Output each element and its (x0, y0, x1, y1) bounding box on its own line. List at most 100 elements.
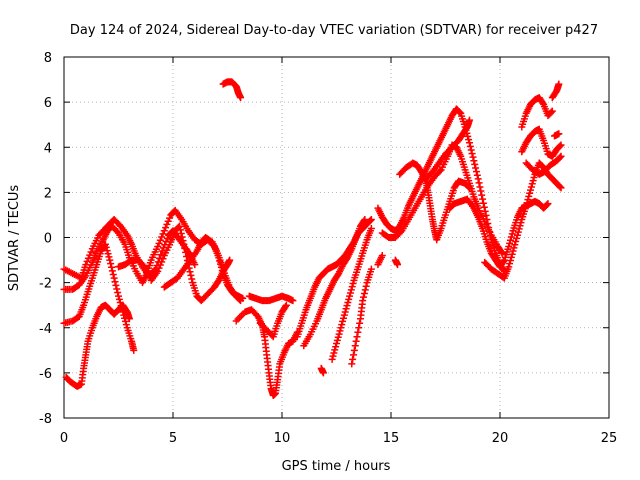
data-point (186, 268, 194, 276)
data-point (523, 199, 531, 207)
y-tick-label: 2 (44, 186, 52, 201)
data-point (154, 243, 162, 251)
y-tick-label: -4 (39, 322, 52, 337)
data-point (345, 295, 353, 303)
data-point (237, 94, 245, 102)
data-point (83, 257, 91, 265)
y-tick-label: 6 (44, 96, 52, 111)
y-tick-label: 8 (44, 51, 52, 66)
data-point (465, 116, 473, 124)
data-point (506, 260, 514, 268)
data-point (499, 257, 507, 265)
data-point (465, 139, 473, 147)
data-point (527, 186, 535, 194)
data-point (130, 346, 138, 354)
data-point (338, 321, 346, 329)
data-point (360, 293, 368, 301)
data-point (335, 330, 343, 338)
data-point (163, 234, 171, 242)
data-point (480, 203, 488, 211)
data-point (339, 317, 347, 325)
data-point (156, 236, 164, 244)
data-point (360, 217, 368, 225)
series-arc-g (219, 78, 245, 102)
data-point (527, 183, 535, 191)
data-point (349, 280, 357, 288)
data-point (479, 199, 487, 207)
data-point (289, 297, 297, 305)
data-point (282, 301, 290, 309)
data-point (113, 285, 121, 293)
data-point (436, 167, 444, 175)
data-point (163, 220, 171, 228)
data-point (176, 226, 184, 234)
y-tick-label: 0 (44, 232, 52, 247)
data-point (354, 328, 362, 336)
data-point (334, 333, 342, 341)
data-point (319, 369, 327, 377)
axis-ticks (63, 56, 610, 419)
data-point (332, 343, 340, 351)
data-point (178, 233, 186, 241)
series-arc-w (481, 159, 565, 282)
series-arc-u (422, 116, 473, 183)
data-point (87, 248, 95, 256)
data-point (158, 233, 166, 241)
x-tick-labels: 0 5 10 15 20 25 (60, 431, 617, 446)
data-point (397, 228, 405, 236)
data-point (466, 142, 474, 150)
data-point (513, 234, 521, 242)
series-arc-p (374, 252, 386, 269)
data-point (394, 261, 402, 269)
data-point (507, 233, 515, 241)
data-point (166, 214, 174, 222)
series-arc-d (62, 301, 133, 390)
data-point (125, 315, 133, 323)
data-point (482, 211, 490, 219)
data-point (467, 146, 475, 154)
data-point (330, 349, 338, 357)
data-point (464, 132, 472, 140)
data-point (360, 289, 368, 297)
series-arc-f (160, 234, 247, 302)
data-point (526, 189, 534, 197)
data-point (160, 227, 168, 235)
series-arc-h (232, 306, 301, 399)
x-tick-label: 10 (274, 431, 291, 446)
data-point (472, 164, 480, 172)
data-point (191, 261, 199, 269)
data-point (473, 171, 481, 179)
x-tick-label: 20 (492, 431, 509, 446)
data-point (111, 278, 119, 286)
data-point (108, 267, 116, 275)
data-point (107, 260, 115, 268)
data-point (155, 264, 163, 272)
data-point (103, 247, 111, 255)
data-point (328, 355, 336, 363)
data-point (456, 109, 464, 117)
data-point (465, 184, 473, 192)
data-point (522, 202, 530, 210)
data-point (516, 222, 524, 230)
data-point (476, 183, 484, 191)
data-point (105, 253, 113, 261)
chart-title: Day 124 of 2024, Sidereal Day-to-day VTE… (70, 23, 598, 38)
data-point (329, 352, 337, 360)
data-point (468, 150, 476, 158)
data-point (352, 337, 360, 345)
data-point (122, 321, 130, 329)
series-arc-e (115, 222, 234, 305)
data-point (512, 238, 520, 246)
data-point (465, 183, 473, 191)
data-point (506, 257, 514, 265)
data-point (356, 319, 364, 327)
data-point (342, 305, 350, 313)
data-point (351, 342, 359, 350)
series-arc-n (328, 224, 375, 363)
data-point (350, 351, 358, 359)
data-point (367, 265, 375, 273)
data-point (367, 224, 375, 232)
data-point (176, 222, 184, 230)
data-point (339, 314, 347, 322)
data-point (525, 192, 533, 200)
